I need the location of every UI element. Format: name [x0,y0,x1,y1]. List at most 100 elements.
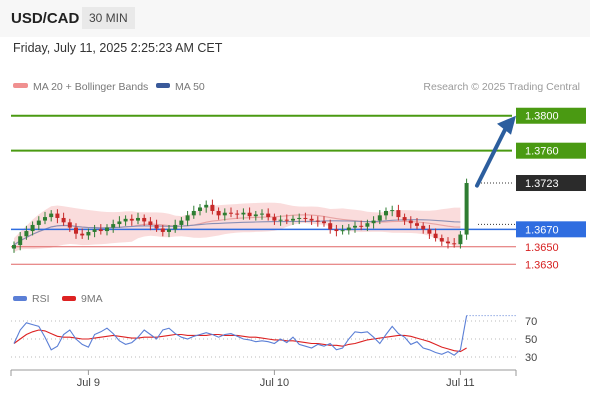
candle-body [390,210,395,212]
candle-body [55,213,60,218]
rsi-tick-label: 50 [525,334,537,346]
rsi-line [13,315,468,356]
candle-body [260,213,264,215]
candle-body [67,222,72,228]
candle-body [185,215,190,221]
support-label: 1.3630 [525,259,559,271]
rsi-legend-swatch [13,296,27,301]
candle-body [415,223,419,226]
candle-body [191,210,196,216]
header-bar: USD/CAD 30 MIN [0,0,590,37]
candle-body [18,236,23,246]
rsi-tick-label: 30 [525,352,537,364]
candle-body [309,218,314,221]
candle-body [315,220,320,222]
candle-body [247,212,252,217]
candle-body [266,213,271,218]
candle-body [12,245,16,249]
candle-body [402,217,407,221]
candle-body [43,217,47,221]
candle-body [222,212,227,216]
candle-body [241,212,246,215]
resistance-label-box [516,107,586,124]
candle-body [129,218,134,221]
ma20-legend-swatch [13,83,28,88]
datetime-label: Friday, July 11, 2025 2:25:23 AM CET [13,41,223,55]
candle-body [452,243,457,245]
candle-body [179,220,184,225]
rsi-ma-legend-label: 9MA [81,293,103,305]
candle-body [278,219,283,221]
ma50-line [13,219,461,246]
candle-body [359,225,364,227]
candle-body [421,225,426,230]
candle-body [80,233,85,236]
ma20-legend-label: MA 20 + Bollinger Bands [33,81,148,93]
support-label: 1.3650 [525,242,559,254]
bollinger-band [14,202,461,252]
candle-body [61,217,66,223]
candle-body [105,227,109,232]
candle-body [136,217,140,221]
resistance-label-box [516,142,586,159]
x-axis-tick-label: Jul 9 [77,377,100,389]
annotation-layer [475,115,516,188]
x-axis-tick-label: Jul 10 [260,377,289,389]
forecast-arrow-shaft [475,119,511,188]
pivot-label-box [516,221,586,238]
candle-body [117,221,122,225]
candle-body [272,217,277,221]
candle-body [86,231,91,236]
candle-body [396,210,401,218]
rsi-ma-legend-swatch [62,296,76,301]
candle-body [297,217,302,219]
candle-body [204,204,209,208]
candle-body [433,233,438,239]
candle-body [30,224,35,232]
candle-body [36,220,41,225]
current-price-box [516,175,586,192]
candle-body [160,228,165,232]
candle-body [284,219,289,221]
forecast-arrow-head [497,115,516,135]
candle-body [353,225,357,228]
candle-body [142,217,147,222]
candle-body [111,224,116,228]
candle-body [49,213,54,218]
timeframe-button[interactable]: 30 MIN [82,7,135,29]
candle-body [123,218,128,222]
candle-body [377,215,382,221]
candle-body [346,227,351,231]
candle-body [458,234,463,245]
pivot-label: 1.3670 [525,224,559,236]
candle-body [334,229,339,232]
watermark: Research © 2025 Trading Central [423,81,580,93]
candles-layer [12,178,469,253]
rsi-panel: 70 50 30 [11,315,537,364]
candle-body [291,218,295,221]
candle-body [328,223,333,230]
candle-body [148,221,153,225]
candle-body [210,204,215,211]
ma50-legend-label: MA 50 [175,81,205,93]
bollinger-band-layer [13,202,461,252]
candle-body [154,224,159,229]
candle-body [24,231,29,237]
candle-body [427,229,432,234]
ma50-legend-swatch [156,83,170,88]
candle-body [384,210,388,216]
candle-body [408,220,413,224]
candle-body [235,213,240,215]
rsi-tick-label: 70 [525,316,537,328]
level-lines-layer: 1.3800 1.3760 1.3723 1.3670 1.3650 1.3630 [11,107,586,271]
candle-body [173,224,178,230]
candle-body [253,214,258,217]
x-axis-ticks: Jul 9 Jul 10 Jul 11 [77,370,475,389]
current-price-label: 1.3723 [525,178,559,190]
rsi-ma-line [13,329,467,353]
candle-body [446,241,450,244]
candle-body [322,221,326,224]
candle-body [340,230,345,232]
candle-body [216,210,221,216]
